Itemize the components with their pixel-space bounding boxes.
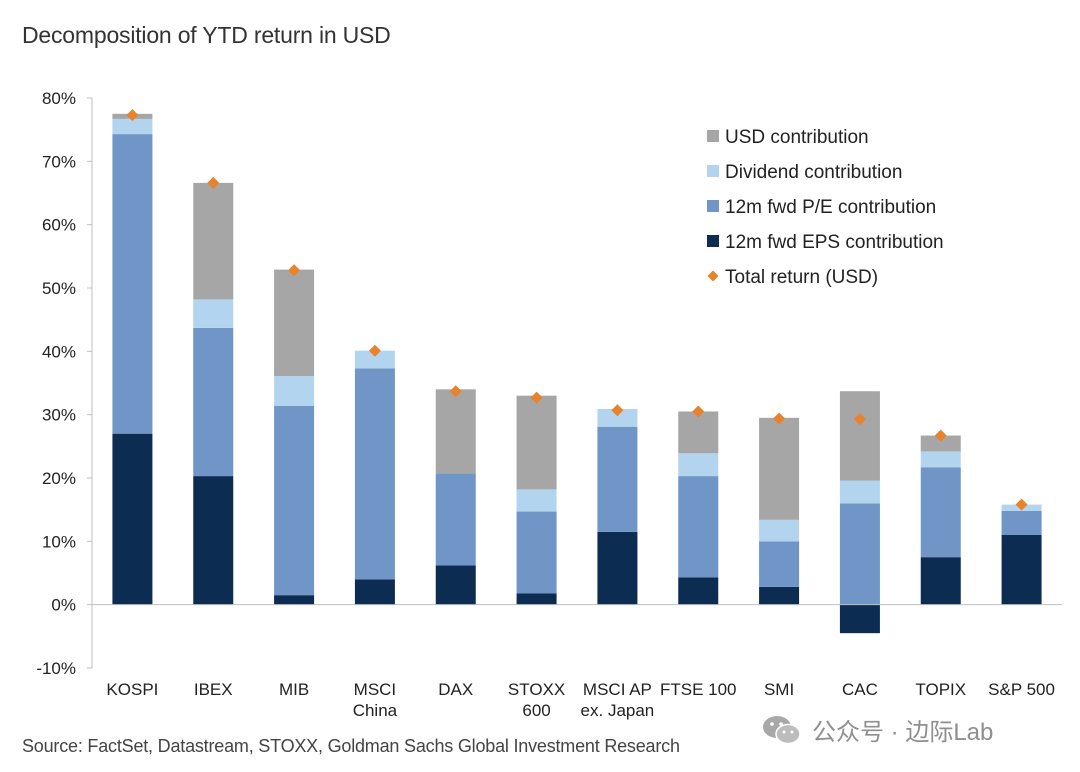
bar-dividend-segment bbox=[193, 299, 234, 328]
total-return-marker bbox=[126, 109, 139, 122]
total-return-marker bbox=[853, 413, 866, 426]
x-tick-label: IBEX bbox=[194, 680, 233, 699]
y-tick-label: 80% bbox=[42, 89, 76, 108]
bar-eps-segment bbox=[920, 557, 961, 605]
bar-pe-segment bbox=[759, 541, 800, 587]
x-tick-label: KOSPI bbox=[106, 680, 158, 699]
y-tick-label: -10% bbox=[36, 659, 76, 678]
y-tick-label: 40% bbox=[42, 342, 76, 361]
bar-usd-segment bbox=[678, 411, 719, 454]
bar-usd-segment bbox=[516, 395, 557, 490]
watermark: 公众号 · 边际Lab bbox=[760, 712, 993, 747]
bar-pe-segment bbox=[839, 503, 880, 605]
total-return-marker bbox=[368, 344, 381, 357]
x-tick-label: FTSE 100 bbox=[660, 680, 737, 699]
bar-pe-segment bbox=[920, 467, 961, 558]
legend-marker-dividend bbox=[707, 165, 719, 177]
source-note: Source: FactSet, Datastream, STOXX, Gold… bbox=[22, 736, 680, 756]
total-return-marker bbox=[449, 385, 462, 398]
bar-usd-segment bbox=[274, 269, 315, 377]
bar-usd-segment bbox=[759, 417, 800, 520]
bar-eps-segment bbox=[839, 604, 880, 634]
y-tick-label: 20% bbox=[42, 469, 76, 488]
x-tick-label: CAC bbox=[842, 680, 878, 699]
watermark-text: 公众号 · 边际Lab bbox=[812, 719, 994, 746]
bar-eps-segment bbox=[516, 593, 557, 605]
x-tick-label: MSCI AP bbox=[583, 680, 652, 699]
bar-eps-segment bbox=[112, 433, 153, 605]
bar-dividend-segment bbox=[516, 489, 557, 512]
bar-dividend-segment bbox=[759, 519, 800, 542]
bar-usd-segment bbox=[920, 435, 961, 452]
bar-usd-segment bbox=[193, 182, 234, 300]
x-tick-label: China bbox=[353, 701, 398, 720]
y-tick-label: 50% bbox=[42, 279, 76, 298]
bar-pe-segment bbox=[516, 511, 557, 594]
legend-label: Dividend contribution bbox=[725, 162, 902, 183]
x-tick-label: ex. Japan bbox=[581, 701, 655, 720]
legend-label: 12m fwd P/E contribution bbox=[725, 197, 936, 218]
total-return-marker bbox=[934, 429, 947, 442]
x-tick-label: MIB bbox=[279, 680, 309, 699]
y-tick-label: 10% bbox=[42, 532, 76, 551]
total-return-marker bbox=[773, 412, 786, 425]
x-tick-label: DAX bbox=[438, 680, 473, 699]
total-return-marker bbox=[692, 405, 705, 418]
y-tick-label: 60% bbox=[42, 216, 76, 235]
x-tick-label: S&P 500 bbox=[988, 680, 1055, 699]
bar-pe-segment bbox=[193, 327, 234, 477]
bar-eps-segment bbox=[1001, 535, 1042, 605]
total-return-marker bbox=[530, 391, 543, 404]
bar-pe-segment bbox=[112, 134, 153, 434]
bar-dividend-segment bbox=[839, 480, 880, 504]
bar-dividend-segment bbox=[274, 376, 315, 406]
bar-eps-segment bbox=[597, 531, 638, 605]
bar-pe-segment bbox=[274, 405, 315, 596]
x-tick-label: SMI bbox=[764, 680, 794, 699]
legend-marker-eps bbox=[707, 235, 719, 247]
bar-eps-segment bbox=[759, 586, 800, 605]
bar-eps-segment bbox=[435, 565, 476, 605]
bar-eps-segment bbox=[193, 476, 234, 605]
chart-title: Decomposition of YTD return in USD bbox=[22, 22, 391, 48]
legend-marker-total bbox=[707, 270, 719, 282]
legend-marker-usd bbox=[707, 130, 719, 142]
total-return-marker bbox=[288, 264, 301, 277]
y-tick-label: 70% bbox=[42, 152, 76, 171]
bar-eps-segment bbox=[274, 595, 315, 605]
y-tick-label: 0% bbox=[51, 596, 76, 615]
bar-eps-segment bbox=[678, 577, 719, 605]
bar-dividend-segment bbox=[354, 350, 395, 369]
legend-label: 12m fwd EPS contribution bbox=[725, 232, 944, 253]
bar-usd-segment bbox=[435, 389, 476, 474]
legend-label: Total return (USD) bbox=[725, 267, 878, 288]
x-tick-label: STOXX bbox=[508, 680, 565, 699]
bar-dividend-segment bbox=[597, 408, 638, 427]
bar-pe-segment bbox=[678, 476, 719, 578]
bar-usd-segment bbox=[839, 391, 880, 481]
wechat-icon bbox=[763, 715, 801, 744]
bar-dividend-segment bbox=[678, 453, 719, 477]
total-return-marker bbox=[611, 404, 624, 417]
bar-pe-segment bbox=[1001, 510, 1042, 535]
x-tick-label: MSCI bbox=[354, 680, 397, 699]
bar-dividend-segment bbox=[920, 451, 961, 468]
bar-eps-segment bbox=[354, 579, 395, 605]
bar-dividend-segment bbox=[112, 118, 153, 135]
legend-label: USD contribution bbox=[725, 127, 869, 148]
x-tick-label: TOPIX bbox=[915, 680, 966, 699]
legend-marker-pe bbox=[707, 200, 719, 212]
bar-pe-segment bbox=[435, 473, 476, 566]
bar-pe-segment bbox=[354, 368, 395, 580]
x-tick-label: 600 bbox=[522, 701, 550, 720]
total-return-marker bbox=[1015, 498, 1028, 511]
total-return-marker bbox=[207, 176, 220, 189]
y-tick-label: 30% bbox=[42, 406, 76, 425]
bar-pe-segment bbox=[597, 426, 638, 532]
